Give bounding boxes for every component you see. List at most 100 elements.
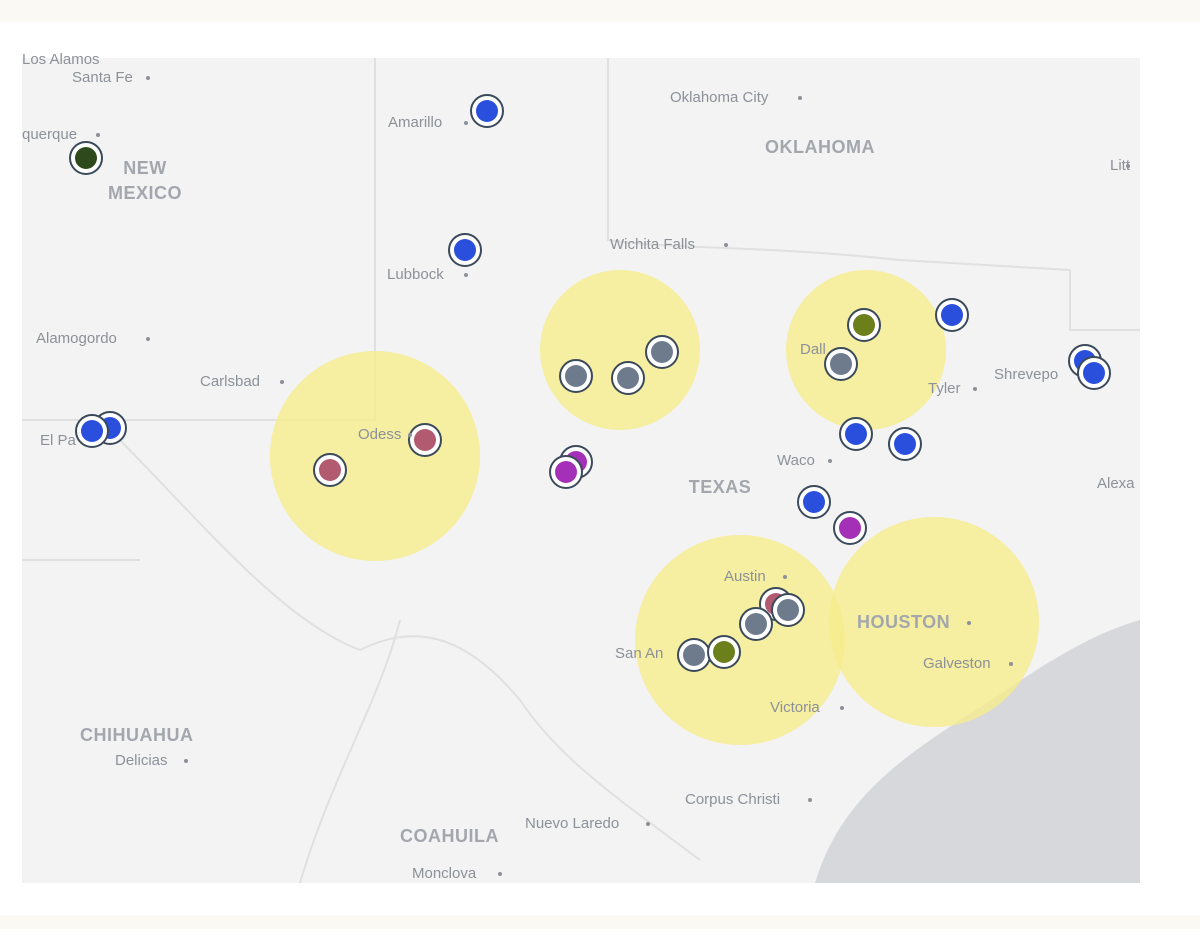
- city-dot: [973, 387, 977, 391]
- city-dot: [464, 273, 468, 277]
- marker-core: [853, 314, 875, 336]
- city-dot: [840, 706, 844, 710]
- place-label: Victoria: [770, 699, 820, 716]
- city-dot: [808, 798, 812, 802]
- place-label: San An: [615, 645, 663, 662]
- marker-core: [803, 491, 825, 513]
- site-marker: [408, 423, 442, 457]
- site-marker: [559, 359, 593, 393]
- map-labels: Los Alamos Santa Fe querque NEW MEXICO A…: [22, 51, 1135, 882]
- marker-core: [777, 599, 799, 621]
- place-label: Carlsbad: [200, 373, 260, 390]
- place-label: Santa Fe: [72, 69, 133, 86]
- marker-core: [683, 644, 705, 666]
- site-marker: [797, 485, 831, 519]
- place-label: Tyler: [928, 380, 961, 397]
- gulf: [815, 620, 1140, 883]
- place-label: Wichita Falls: [610, 236, 695, 253]
- site-marker: [1077, 356, 1111, 390]
- city-dot: [96, 133, 100, 137]
- cluster-zone: [786, 270, 946, 430]
- place-label: Oklahoma City: [670, 89, 769, 106]
- marker-core: [555, 461, 577, 483]
- cluster-zones: [270, 270, 1039, 745]
- site-marker: [707, 635, 741, 669]
- marker-core: [745, 613, 767, 635]
- marker-core: [839, 517, 861, 539]
- site-marker: [470, 94, 504, 128]
- city-dot: [724, 243, 728, 247]
- state-label: TEXAS: [689, 477, 752, 497]
- site-marker: [824, 347, 858, 381]
- city-label: HOUSTON: [857, 612, 950, 632]
- site-marker: [645, 335, 679, 369]
- place-label: Monclova: [412, 865, 477, 882]
- marker-core: [565, 365, 587, 387]
- state-label: COAHUILA: [400, 826, 499, 846]
- site-marker: [677, 638, 711, 672]
- marker-core: [713, 641, 735, 663]
- state-label: MEXICO: [108, 183, 182, 203]
- place-label: Corpus Christi: [685, 791, 780, 808]
- place-label: Waco: [777, 452, 815, 469]
- city-dot: [1126, 164, 1130, 168]
- site-marker: [611, 361, 645, 395]
- place-label: Galveston: [923, 655, 991, 672]
- place-label: Los Alamos: [22, 51, 100, 68]
- marker-core: [617, 367, 639, 389]
- city-dot: [184, 759, 188, 763]
- place-label: El Pa: [40, 432, 77, 449]
- place-label: Delicias: [115, 752, 168, 769]
- marker-core: [651, 341, 673, 363]
- place-label: Lubbock: [387, 266, 444, 283]
- city-dot: [146, 337, 150, 341]
- city-dot: [798, 96, 802, 100]
- place-label: Nuevo Laredo: [525, 815, 619, 832]
- place-label: Alexa: [1097, 475, 1135, 492]
- cluster-zone: [829, 517, 1039, 727]
- city-dot: [967, 621, 971, 625]
- marker-core: [81, 420, 103, 442]
- site-marker: [549, 455, 583, 489]
- place-label: Dall: [800, 341, 826, 358]
- site-marker: [935, 298, 969, 332]
- marker-core: [414, 429, 436, 451]
- city-dot: [646, 822, 650, 826]
- city-dot: [280, 380, 284, 384]
- marker-core: [894, 433, 916, 455]
- city-dot: [498, 872, 502, 876]
- state-label: CHIHUAHUA: [80, 725, 194, 745]
- city-dot: [828, 459, 832, 463]
- place-label: Odess: [358, 426, 401, 443]
- site-marker: [847, 308, 881, 342]
- marker-core: [941, 304, 963, 326]
- site-marker: [739, 607, 773, 641]
- cluster-zone: [635, 535, 845, 745]
- state-label: OKLAHOMA: [765, 137, 875, 157]
- place-label: Litt: [1110, 157, 1131, 174]
- marker-core: [845, 423, 867, 445]
- cluster-zone: [270, 351, 480, 561]
- site-marker: [313, 453, 347, 487]
- city-dot: [146, 76, 150, 80]
- site-marker: [839, 417, 873, 451]
- state-label: NEW: [123, 158, 167, 178]
- marker-core: [319, 459, 341, 481]
- top-band: [0, 0, 1200, 22]
- place-label: Shrevepo: [994, 366, 1058, 383]
- marker-core: [830, 353, 852, 375]
- place-label: querque: [22, 126, 77, 143]
- site-marker: [69, 141, 103, 175]
- city-dots: [69, 94, 1111, 672]
- city-dot: [464, 121, 468, 125]
- place-label: Austin: [724, 568, 766, 585]
- site-marker: [771, 593, 805, 627]
- place-label: Alamogordo: [36, 330, 117, 347]
- city-dot: [1009, 662, 1013, 666]
- site-marker: [888, 427, 922, 461]
- marker-core: [75, 147, 97, 169]
- site-marker: [448, 233, 482, 267]
- marker-core: [1083, 362, 1105, 384]
- place-label: Amarillo: [388, 114, 442, 131]
